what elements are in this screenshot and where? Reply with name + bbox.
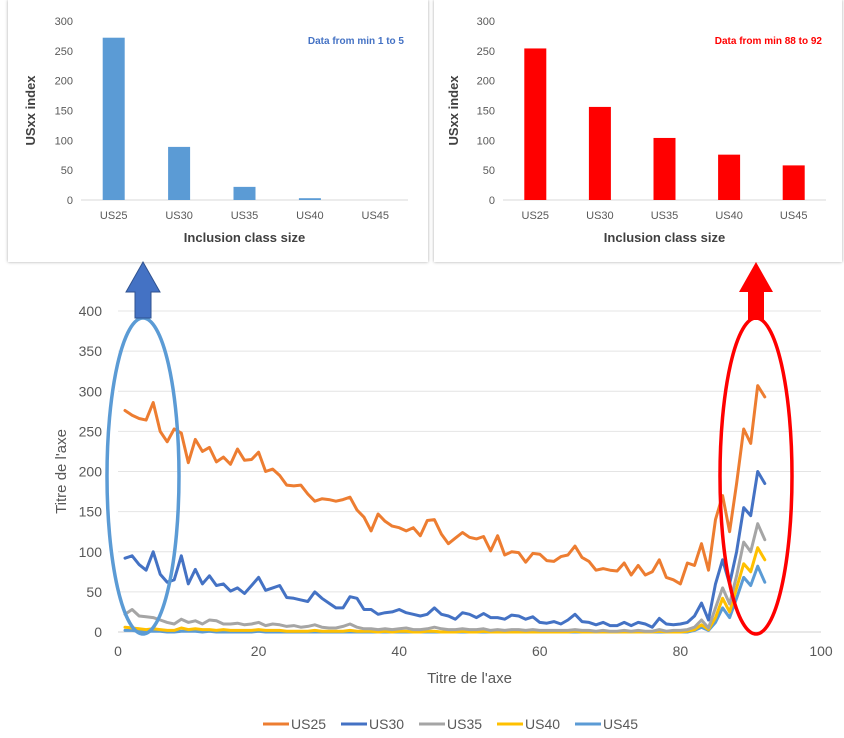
y-tick-label: 100 bbox=[79, 544, 103, 560]
x-tick-label: US45 bbox=[362, 210, 390, 222]
y-tick-label: 200 bbox=[477, 76, 495, 88]
bar bbox=[524, 48, 547, 200]
legend-label: US30 bbox=[369, 716, 404, 732]
series-line-us25 bbox=[123, 384, 767, 586]
data-range-annotation: Data from min 1 to 5 bbox=[308, 36, 405, 47]
bar bbox=[102, 37, 125, 200]
legend-label: US25 bbox=[291, 716, 326, 732]
y-tick-label: 400 bbox=[79, 303, 103, 319]
bar-chart-late: 0 50 100 150 200 250 300 US25 US30 US35 US40 US45 In… bbox=[446, 16, 826, 245]
bar-chart-early: 0 50 100 150 200 250 300 US25 US30 US35 US40 US45 In… bbox=[23, 16, 408, 245]
y-tick-label: 250 bbox=[55, 46, 73, 58]
bar bbox=[653, 137, 676, 200]
x-tick-label: 100 bbox=[809, 643, 833, 659]
x-tick-label: 20 bbox=[251, 643, 267, 659]
y-axis-title: USxx index bbox=[446, 75, 461, 146]
series-line-us30 bbox=[123, 470, 767, 629]
bar bbox=[718, 154, 741, 200]
x-axis-title: Inclusion class size bbox=[604, 230, 725, 245]
bar bbox=[782, 165, 805, 200]
arrow-up-icon-early bbox=[125, 260, 161, 319]
y-tick-label: 0 bbox=[94, 624, 102, 640]
y-tick-label: 350 bbox=[79, 343, 103, 359]
y-tick-label: 50 bbox=[483, 165, 495, 177]
series-line-us45 bbox=[123, 564, 767, 634]
bar bbox=[168, 146, 191, 200]
legend-label: US40 bbox=[525, 716, 560, 732]
bar bbox=[233, 186, 256, 200]
bar bbox=[588, 106, 611, 200]
x-tick-label: 40 bbox=[391, 643, 407, 659]
y-axis-title: Titre de l'axe bbox=[53, 429, 70, 514]
bar-chart-panel-early: 0 50 100 150 200 250 300 US25 US30 US35 US40 US45 In… bbox=[8, 0, 428, 262]
y-tick-label: 300 bbox=[55, 16, 73, 28]
x-axis-title: Titre de l'axe bbox=[427, 670, 512, 687]
highlight-ellipse-late bbox=[718, 316, 794, 636]
x-tick-label: US25 bbox=[522, 210, 550, 222]
x-tick-label: US40 bbox=[296, 210, 324, 222]
y-tick-label: 300 bbox=[477, 16, 495, 28]
y-tick-label: 150 bbox=[55, 106, 73, 118]
legend-label: US35 bbox=[447, 716, 482, 732]
y-tick-label: 250 bbox=[79, 423, 103, 439]
y-tick-label: 50 bbox=[86, 584, 102, 600]
x-tick-label: 60 bbox=[532, 643, 548, 659]
series-line-us40 bbox=[123, 546, 767, 634]
y-tick-label: 0 bbox=[67, 195, 73, 207]
highlight-ellipse-early bbox=[105, 316, 181, 636]
data-range-annotation: Data from min 88 to 92 bbox=[715, 36, 823, 47]
y-tick-label: 0 bbox=[489, 195, 495, 207]
y-tick-label: 100 bbox=[55, 135, 73, 147]
y-tick-label: 300 bbox=[79, 383, 103, 399]
y-tick-label: 150 bbox=[477, 106, 495, 118]
x-tick-label: US30 bbox=[586, 210, 614, 222]
x-tick-label: 0 bbox=[114, 643, 122, 659]
y-tick-label: 200 bbox=[79, 464, 103, 480]
x-tick-label: US45 bbox=[780, 210, 808, 222]
y-tick-label: 200 bbox=[55, 76, 73, 88]
x-tick-label: US35 bbox=[651, 210, 679, 222]
y-tick-label: 50 bbox=[61, 165, 73, 177]
bar-chart-panel-late: 0 50 100 150 200 250 300 US25 US30 US35 US40 US45 In… bbox=[434, 0, 842, 262]
series-line-us35 bbox=[123, 522, 767, 633]
arrow-up-icon-late bbox=[739, 262, 773, 320]
y-tick-label: 100 bbox=[477, 135, 495, 147]
y-axis-title: USxx index bbox=[23, 75, 38, 146]
x-axis-title: Inclusion class size bbox=[184, 230, 305, 245]
x-tick-label: 80 bbox=[673, 643, 689, 659]
legend-label: US45 bbox=[603, 716, 638, 732]
x-tick-label: US35 bbox=[231, 210, 259, 222]
x-tick-label: US40 bbox=[715, 210, 743, 222]
bar bbox=[298, 198, 321, 200]
x-tick-label: US25 bbox=[100, 210, 128, 222]
y-tick-label: 250 bbox=[477, 46, 495, 58]
x-tick-label: US30 bbox=[165, 210, 193, 222]
y-tick-label: 150 bbox=[79, 504, 103, 520]
